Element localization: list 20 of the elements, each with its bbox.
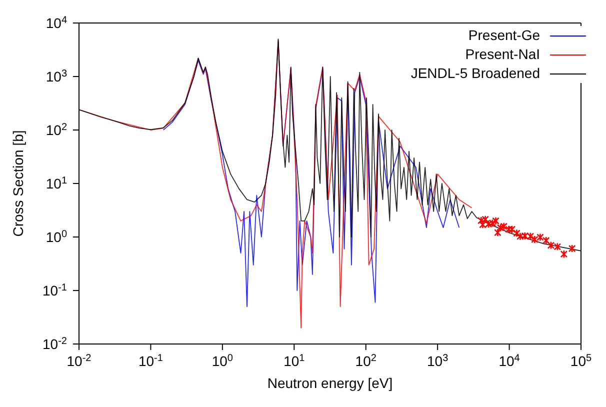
y-tick-label: 10$^{-2}$ <box>42 336 68 352</box>
x-tick-label: 10$^{4}$ <box>498 352 520 369</box>
x-axis-title: Neutron energy [eV] <box>267 374 393 391</box>
x-tick-label: 10$^{0}$ <box>212 352 234 369</box>
x-tick-label: 10$^{3}$ <box>427 352 449 369</box>
legend-label: Present-NaI <box>465 45 540 64</box>
y-axis-title: Cross Section [b] <box>10 130 26 237</box>
y-tick-label: 10$^{1}$ <box>46 175 68 192</box>
y-tick-label: 10$^{3}$ <box>46 68 68 84</box>
y-tick-label: 10$^{-1}$ <box>42 282 68 298</box>
legend-label: JENDL-5 Broadened <box>410 64 540 83</box>
x-tick-label: 10$^{5}$ <box>570 352 592 369</box>
y-tick-label: 10$^{0}$ <box>46 228 68 245</box>
y-tick-label: 10$^{4}$ <box>46 14 68 31</box>
x-tick-label: 10$^{-1}$ <box>138 352 164 369</box>
y-tick-label: 10$^{2}$ <box>46 122 68 138</box>
legend-label: Present-Ge <box>468 26 540 45</box>
x-tick-label: 10$^{1}$ <box>284 352 306 369</box>
x-tick-label: 10$^{-2}$ <box>66 352 92 369</box>
x-tick-label: 10$^{2}$ <box>355 352 377 369</box>
